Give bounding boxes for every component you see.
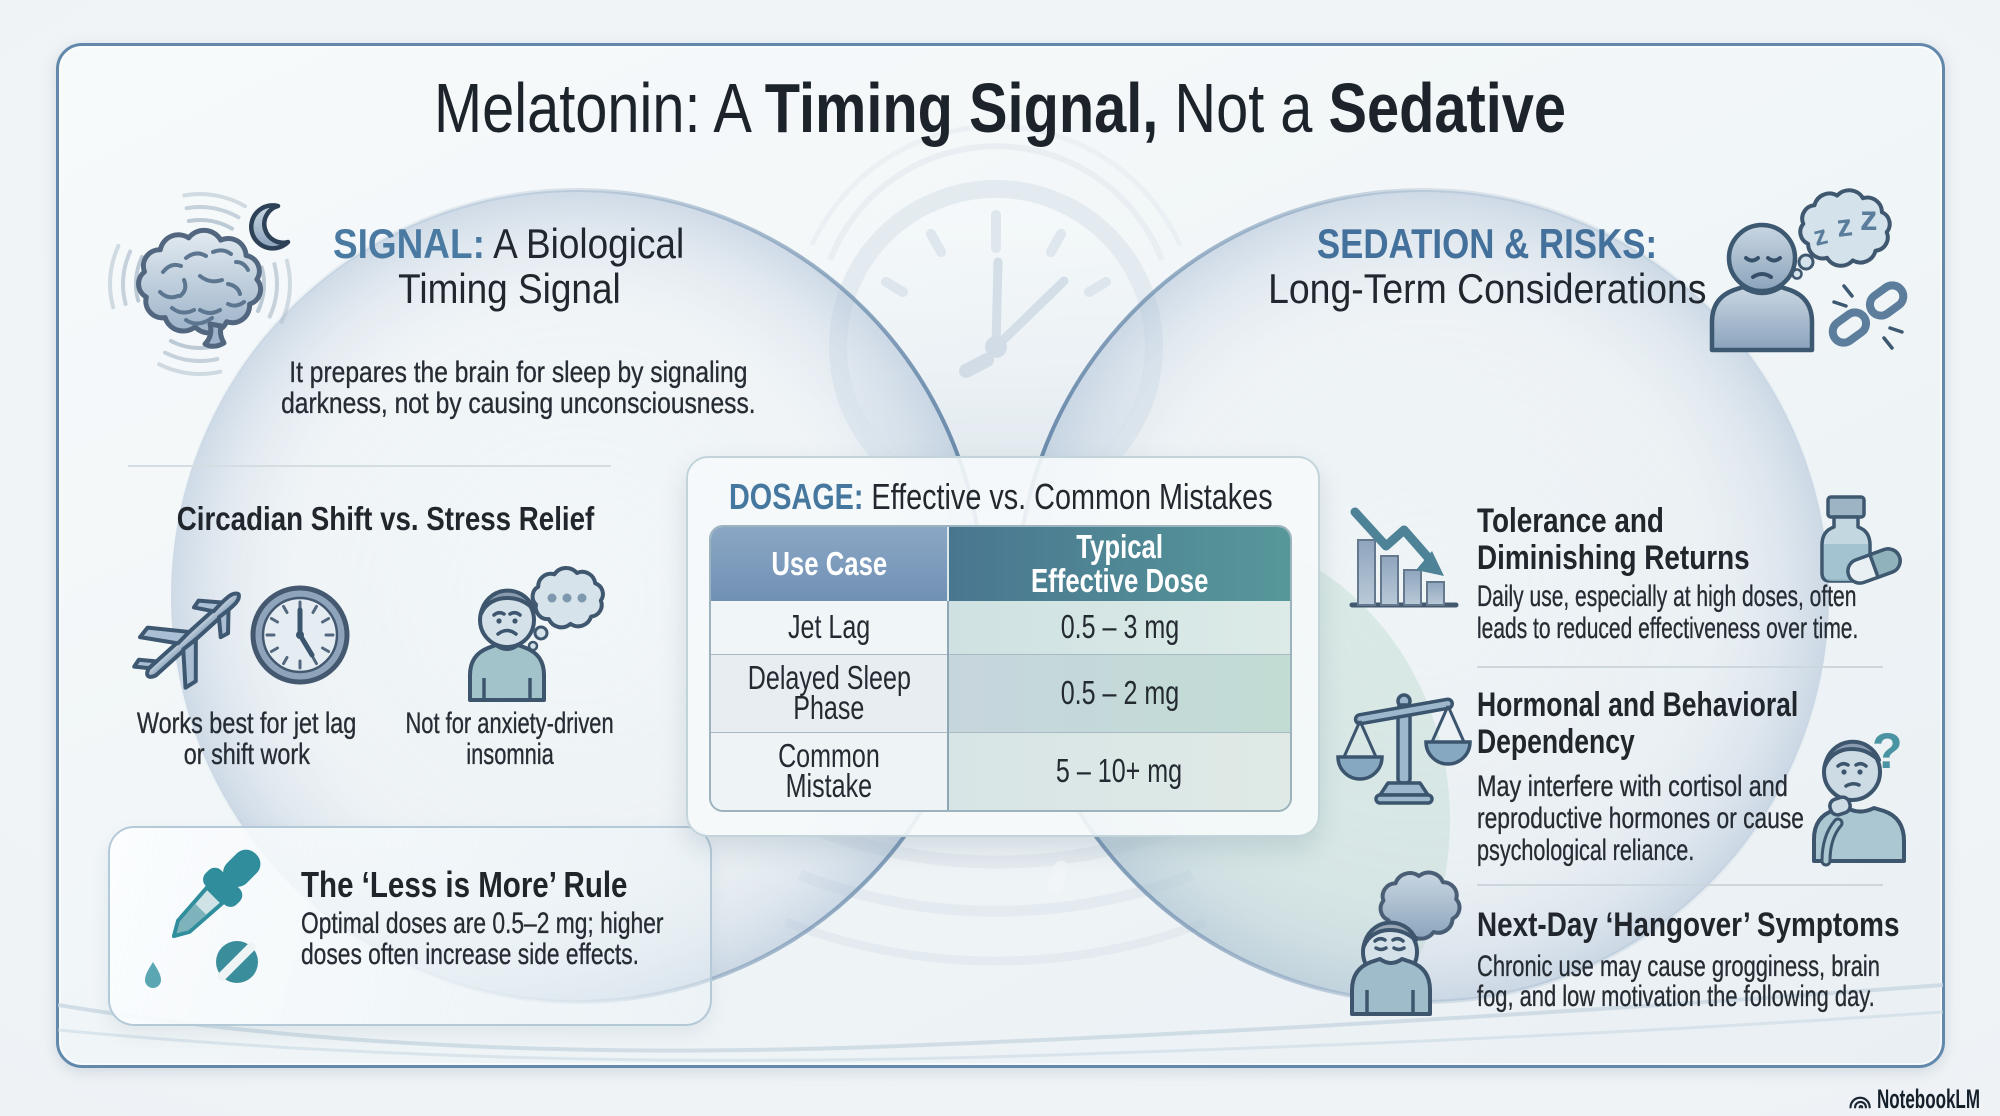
svg-text:?: ?: [1872, 723, 1903, 779]
svg-text:z: z: [1860, 199, 1878, 238]
svg-text:z: z: [1835, 207, 1855, 244]
